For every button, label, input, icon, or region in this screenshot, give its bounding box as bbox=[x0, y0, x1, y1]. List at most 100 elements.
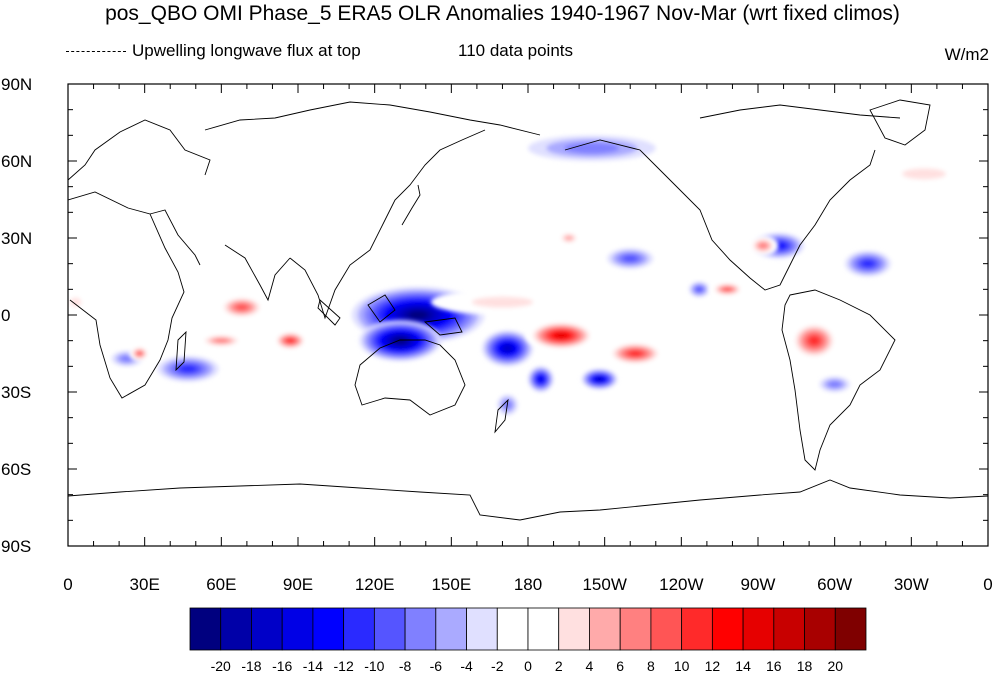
colorbar-swatch bbox=[589, 607, 621, 651]
lon-label: 90W bbox=[741, 575, 776, 594]
longitude-tick-labels: 0 30E 60E 90E 120E 150E 180 150W 120W 90W 60W 30W 0 bbox=[63, 575, 992, 594]
colorbar-label: -12 bbox=[334, 658, 354, 674]
anomaly-blob bbox=[68, 291, 89, 313]
anomaly-blob bbox=[528, 135, 656, 162]
colorbar-label: 16 bbox=[766, 658, 782, 674]
colorbar-swatch bbox=[527, 607, 560, 651]
anomaly-contour bbox=[622, 255, 638, 262]
new-zealand-coastline bbox=[494, 398, 509, 434]
india-coastline bbox=[224, 244, 291, 302]
anomaly-blob bbox=[525, 320, 597, 351]
colorbar-swatch bbox=[804, 607, 836, 651]
anomaly-contour bbox=[809, 336, 820, 345]
colorbar-label: -10 bbox=[364, 658, 384, 674]
anomaly-contour bbox=[555, 333, 567, 338]
borneo-coastline bbox=[367, 294, 396, 323]
anomaly-contour bbox=[137, 351, 142, 356]
lon-label: 120W bbox=[659, 575, 703, 594]
lon-label: 30E bbox=[130, 575, 160, 594]
greenland-coastline bbox=[869, 99, 931, 146]
anomaly-blob bbox=[844, 250, 891, 277]
map-title: pos_QBO OMI Phase_5 ERA5 OLR Anomalies 1… bbox=[105, 2, 900, 25]
anomaly-contour bbox=[408, 310, 428, 320]
anomaly-blob bbox=[819, 376, 851, 392]
anomaly-blob bbox=[709, 281, 746, 298]
anomaly-contour bbox=[564, 142, 620, 154]
anomaly-contour bbox=[538, 376, 544, 382]
colorbar-swatch bbox=[343, 607, 375, 651]
colorbar-swatch bbox=[251, 607, 283, 651]
colorbar-swatch bbox=[404, 607, 437, 651]
lon-label: 150E bbox=[431, 575, 471, 594]
south-america-coastline bbox=[781, 289, 896, 471]
coastlines bbox=[68, 99, 988, 521]
lat-label: 90S bbox=[1, 537, 31, 556]
anomaly-contour bbox=[902, 168, 947, 180]
lon-label: 180 bbox=[514, 575, 542, 594]
colorbar-label: 6 bbox=[616, 658, 624, 674]
colorbar-swatch bbox=[650, 607, 683, 651]
australia-coastline bbox=[354, 339, 466, 416]
anomaly-blob bbox=[556, 230, 582, 246]
colorbar-swatch bbox=[220, 607, 252, 651]
colorbar-label: 8 bbox=[647, 658, 655, 674]
lon-label: 120E bbox=[355, 575, 395, 594]
antarctica-coastline bbox=[68, 479, 988, 521]
east-asia-coastline bbox=[289, 129, 486, 320]
anomaly-blob bbox=[359, 320, 442, 362]
anomaly-blob bbox=[788, 320, 840, 362]
anomaly-contour bbox=[179, 365, 197, 373]
anomaly-contour bbox=[120, 355, 134, 362]
anomaly-contour bbox=[394, 337, 407, 344]
anomaly-contour bbox=[286, 338, 294, 343]
lon-label: 60W bbox=[817, 575, 852, 594]
colorbar-label: -18 bbox=[241, 658, 261, 674]
colorbar-swatch bbox=[773, 607, 805, 651]
anomaly-blob bbox=[129, 345, 150, 362]
colorbar-swatch bbox=[281, 607, 314, 651]
lon-label: 60E bbox=[206, 575, 236, 594]
lon-label: 150W bbox=[582, 575, 626, 594]
lon-label: 0 bbox=[983, 575, 992, 594]
colorbar-swatch bbox=[711, 607, 744, 651]
anomaly-blob bbox=[581, 368, 618, 390]
lat-label: 30N bbox=[1, 229, 32, 248]
colorbar-label: 0 bbox=[524, 658, 532, 674]
anomaly-blob bbox=[873, 409, 950, 426]
anomaly-contour bbox=[235, 304, 248, 311]
anomaly-blob bbox=[873, 161, 976, 187]
japan-coastline bbox=[401, 184, 421, 226]
arctic-islands-coastline bbox=[699, 104, 901, 119]
anomaly-contour bbox=[828, 381, 842, 388]
sumatra-coastline bbox=[317, 299, 341, 326]
anomaly-contour bbox=[861, 260, 875, 268]
anomaly-contour bbox=[873, 409, 950, 426]
colorbar-swatch bbox=[742, 607, 775, 651]
colorbar-swatch bbox=[558, 607, 590, 651]
anomaly-contour bbox=[629, 350, 642, 357]
anomaly-blob bbox=[528, 366, 554, 392]
lon-label: 0 bbox=[63, 575, 72, 594]
colorbar-label: 10 bbox=[674, 658, 690, 674]
anomaly-blob bbox=[430, 289, 574, 315]
anomaly-contour bbox=[503, 345, 513, 352]
data-points-label: 110 data points bbox=[458, 41, 573, 60]
anomaly-blob bbox=[482, 330, 534, 367]
colorbar-label: 20 bbox=[827, 658, 843, 674]
colorbar-swatch bbox=[619, 607, 652, 651]
anomaly-contour bbox=[471, 296, 534, 308]
anomaly-contour bbox=[596, 377, 603, 381]
map-frame bbox=[67, 83, 989, 547]
anomaly-contour bbox=[695, 286, 703, 292]
legend-line-sample bbox=[66, 51, 126, 52]
colorbar-label: 14 bbox=[735, 658, 751, 674]
colorbar-swatch bbox=[681, 607, 713, 651]
colorbar-swatch bbox=[373, 607, 406, 651]
lon-label: 90E bbox=[283, 575, 313, 594]
colorbar-label: 12 bbox=[705, 658, 721, 674]
lat-label: 60S bbox=[1, 460, 31, 479]
legend-line-label: Upwelling longwave flux at top bbox=[132, 41, 361, 60]
lon-label: 30W bbox=[894, 575, 929, 594]
anomaly-contour bbox=[723, 287, 732, 292]
